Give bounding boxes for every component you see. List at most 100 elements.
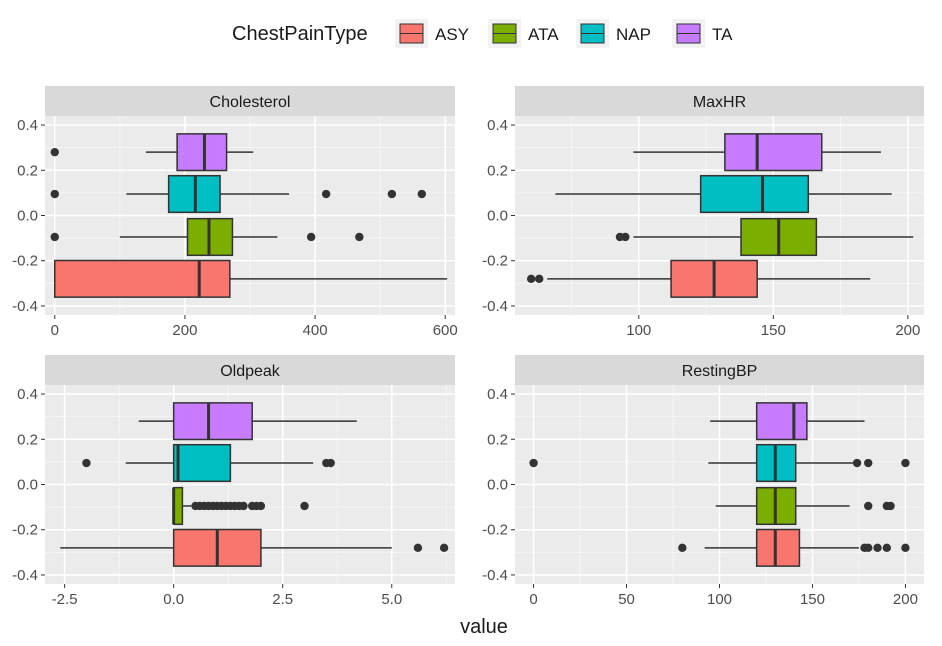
x-tick-label: 150 xyxy=(800,591,825,608)
outlier-point xyxy=(882,543,892,553)
outlier-point xyxy=(50,189,59,199)
y-tick-label: 0.0 xyxy=(17,208,38,225)
outlier-point xyxy=(82,458,91,468)
y-tick-label: -0.4 xyxy=(12,567,38,584)
box-body xyxy=(176,133,228,172)
panels: Cholesterol -0.4 -0.2 0.0 0.2 0.4 0 200 400 600 Ma… xyxy=(12,86,924,608)
y-tick-label: 0.2 xyxy=(487,162,508,179)
legend-item-ta: TA xyxy=(672,19,733,48)
y-tick-label: -0.2 xyxy=(482,253,508,270)
box-nap xyxy=(82,443,335,483)
box-asy xyxy=(60,528,449,567)
outlier-point xyxy=(321,189,331,199)
box-asy xyxy=(526,259,871,298)
outlier-point xyxy=(535,274,544,284)
outlier-point xyxy=(355,232,364,242)
legend-label: ATA xyxy=(528,25,559,44)
panel-strip xyxy=(515,86,924,116)
outlier-point xyxy=(678,543,687,553)
legend-item-nap: NAP xyxy=(576,19,651,48)
box-body xyxy=(755,402,808,441)
outlier-point xyxy=(417,189,427,199)
box-ata xyxy=(50,217,364,257)
box-body xyxy=(724,133,823,172)
x-tick-label: -2.5 xyxy=(52,591,78,608)
box-body xyxy=(755,528,801,567)
y-tick-label: 0.4 xyxy=(17,386,38,403)
box-asy xyxy=(54,259,448,298)
x-tick-label: 0.0 xyxy=(163,591,184,608)
x-tick-label: 0 xyxy=(51,322,59,339)
legend-label: TA xyxy=(712,25,733,44)
outlier-point xyxy=(873,543,882,553)
outlier-point xyxy=(413,543,423,553)
box-body xyxy=(699,174,810,214)
box-ata xyxy=(615,217,914,257)
legend-label: NAP xyxy=(616,25,651,44)
outlier-point xyxy=(864,501,873,511)
outlier-point xyxy=(864,458,873,468)
x-tick-label: 200 xyxy=(172,322,197,339)
x-tick-label: 50 xyxy=(618,591,635,608)
y-tick-label: -0.4 xyxy=(12,298,38,315)
outlier-point xyxy=(387,189,397,199)
legend-item-ata: ATA xyxy=(488,19,559,48)
x-tick-label: 100 xyxy=(707,591,732,608)
outlier-point xyxy=(306,232,316,242)
outlier-point xyxy=(852,458,862,468)
y-tick-label: 0.2 xyxy=(17,162,38,179)
legend: ChestPainType ASY ATA NAP TA xyxy=(232,19,733,48)
x-tick-label: 5.0 xyxy=(381,591,402,608)
outlier-point xyxy=(886,501,895,511)
x-tick-label: 0 xyxy=(529,591,537,608)
x-axis-title: value xyxy=(460,616,508,638)
box-body xyxy=(172,443,232,483)
outlier-point xyxy=(256,501,266,511)
legend-item-asy: ASY xyxy=(395,19,469,48)
box-ta xyxy=(710,402,865,441)
y-tick-label: 0.2 xyxy=(17,431,38,448)
panel-strip xyxy=(515,355,924,385)
outlier-point xyxy=(300,501,309,511)
outlier-point xyxy=(529,458,538,468)
panel-cholesterol: Cholesterol -0.4 -0.2 0.0 0.2 0.4 0 200 400 600 xyxy=(12,86,458,339)
box-asy xyxy=(678,528,910,567)
panel-title: Cholesterol xyxy=(210,94,291,111)
outlier-point xyxy=(901,543,910,553)
panel-title: MaxHR xyxy=(693,94,746,111)
panel-oldpeak: Oldpeak -0.4 -0.2 0.0 0.2 0.4 -2.5 0.0 2.5 5.0 xyxy=(12,355,455,608)
outlier-point xyxy=(526,274,536,284)
panel-maxhr: MaxHR -0.4 -0.2 0.0 0.2 0.4 100 150 200 xyxy=(482,86,924,339)
outlier-point xyxy=(864,543,873,553)
outlier-point xyxy=(50,147,59,157)
x-tick-label: 400 xyxy=(303,322,328,339)
box-ata xyxy=(172,486,309,526)
x-tick-label: 200 xyxy=(895,322,920,339)
y-tick-label: 0.4 xyxy=(17,117,38,134)
box-ta xyxy=(138,402,357,441)
panel-strip xyxy=(45,355,455,385)
y-tick-label: -0.2 xyxy=(12,253,38,270)
y-tick-label: 0.2 xyxy=(487,431,508,448)
panel-restingbp: RestingBP -0.4 -0.2 0.0 0.2 0.4 0 50 100 150 200 xyxy=(482,355,924,608)
y-tick-label: 0.0 xyxy=(17,477,38,494)
y-tick-label: -0.4 xyxy=(482,567,508,584)
x-tick-label: 150 xyxy=(761,322,786,339)
box-body xyxy=(54,259,231,298)
x-tick-label: 100 xyxy=(626,322,651,339)
legend-title: ChestPainType xyxy=(232,23,368,45)
outlier-point xyxy=(50,232,59,242)
x-tick-label: 600 xyxy=(433,322,458,339)
panel-title: RestingBP xyxy=(682,363,758,380)
y-tick-label: 0.0 xyxy=(487,208,508,225)
outlier-point xyxy=(901,458,910,468)
panel-strip xyxy=(45,86,455,116)
box-ta xyxy=(50,133,254,172)
y-tick-label: -0.2 xyxy=(12,522,38,539)
y-tick-label: 0.0 xyxy=(487,477,508,494)
box-ata xyxy=(715,486,895,526)
y-tick-label: 0.4 xyxy=(487,386,508,403)
y-tick-label: 0.4 xyxy=(487,117,508,134)
legend-label: ASY xyxy=(435,25,469,44)
